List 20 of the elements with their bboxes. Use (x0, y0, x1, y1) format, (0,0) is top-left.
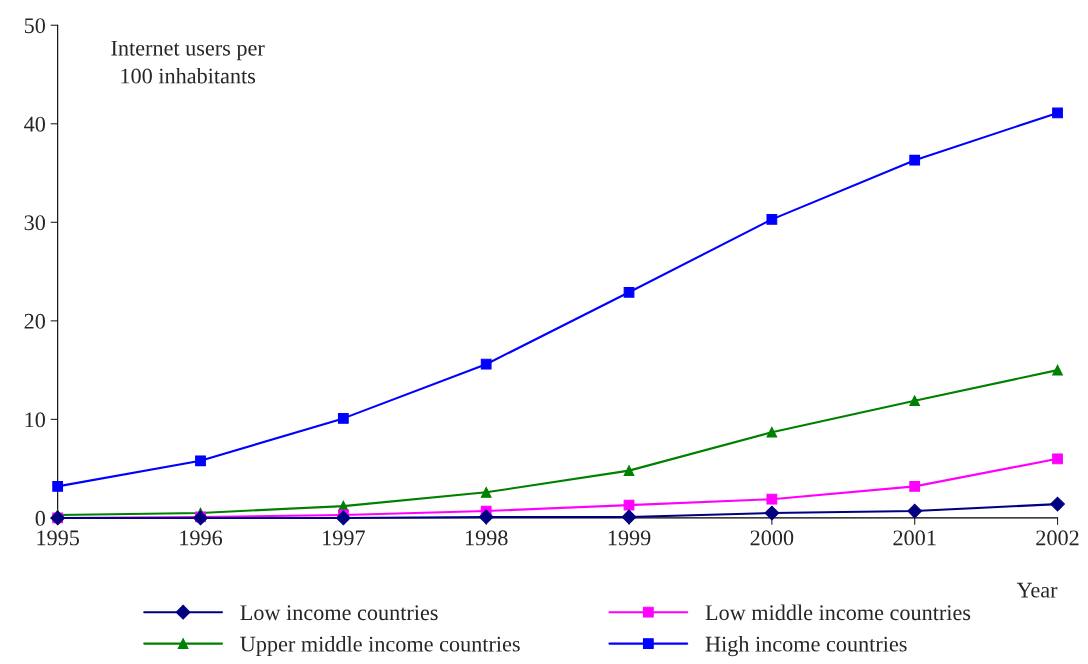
y-tick-label: 10 (25, 412, 46, 428)
x-tick-label: 2000 (750, 530, 794, 546)
x-tick-label: 2002 (1036, 530, 1079, 546)
x-tick-label: 1996 (180, 530, 223, 546)
y-tick-label: 50 (24, 18, 46, 34)
y-axis-title: Internet users per 100 inhabitants (111, 40, 265, 84)
x-axis-title: Year (1016, 582, 1058, 598)
y-tick-label: 40 (24, 116, 46, 132)
x-tick-label: 1997 (323, 530, 365, 546)
legend-label: Low income countries (240, 605, 438, 621)
x-tick-label: 1995 (37, 530, 80, 546)
y-tick-label: 20 (24, 313, 46, 329)
x-tick-label: 1998 (465, 530, 508, 546)
x-tick-label: 1999 (608, 530, 651, 546)
legend-label: High income countries (705, 635, 907, 657)
y-tick-label: 0 (35, 510, 46, 526)
legend-label: Upper middle income countries (240, 635, 520, 657)
x-tick-label: 2001 (893, 530, 936, 546)
legend-label: Low middle income countries (705, 604, 971, 621)
y-tick-label: 30 (24, 215, 46, 231)
